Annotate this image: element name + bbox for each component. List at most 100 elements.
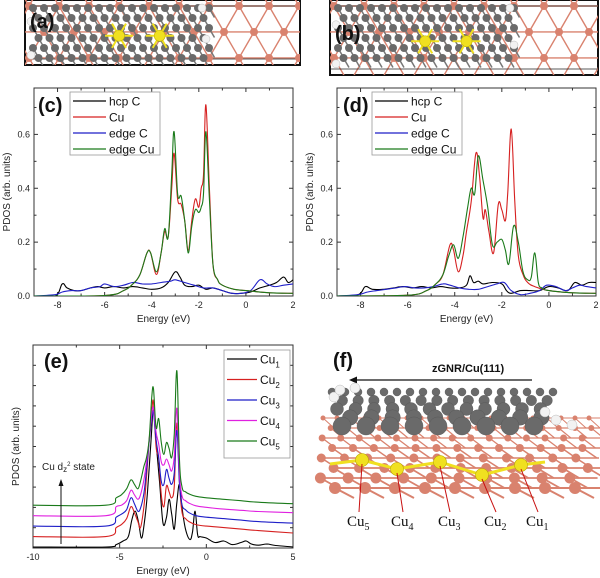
c-atom (78, 34, 87, 43)
cu-atom (325, 106, 333, 114)
c-atom (389, 44, 397, 53)
c-atom (367, 44, 375, 53)
h-atom (334, 384, 346, 396)
c-atom (194, 44, 202, 53)
cu-bond (114, 57, 120, 65)
c-atom (471, 54, 480, 63)
cu-bond (483, 0, 489, 7)
cu-atom (453, 444, 462, 452)
c-atom (334, 44, 342, 53)
cu-bond (174, 57, 180, 65)
cu-bond (544, 110, 559, 136)
cu-atom (250, 27, 258, 36)
c-atom (394, 54, 403, 63)
cu-bond (84, 57, 90, 65)
y-tick-label: 0.0 (320, 291, 333, 301)
cu-atom (540, 106, 548, 114)
c-atom (330, 402, 344, 416)
cu-atom (355, 434, 363, 442)
cu-bond (298, 54, 300, 59)
c-atom (67, 34, 76, 43)
atom-pointer (520, 468, 539, 513)
cu-atom (536, 472, 548, 484)
highlighted-cu-atom (460, 35, 473, 48)
cu-bond (573, 57, 585, 75)
c-atom (493, 14, 502, 23)
c-atom (155, 54, 164, 63)
c-atom (95, 24, 103, 33)
cu-bond (304, 110, 319, 136)
c-atom (433, 24, 441, 33)
c-atom (56, 54, 65, 63)
cu-atom (578, 434, 586, 442)
x-tick-label: -8 (357, 300, 365, 310)
c-atom (183, 4, 191, 12)
atom-label: Cu4 (391, 514, 414, 533)
c-atom (535, 387, 545, 397)
cu-atom (10, 28, 18, 36)
c-atom (431, 387, 441, 397)
cu-atom (328, 463, 339, 473)
h-atom (26, 17, 36, 26)
cu-atom (510, 106, 518, 114)
cu-atom (585, 27, 593, 36)
atom-pointer (439, 465, 451, 513)
cu-atom (555, 27, 563, 36)
x-tick-label: -6 (404, 300, 412, 310)
legend-label: hcp C (109, 95, 141, 109)
cu-atom (389, 482, 401, 494)
cu-bond (330, 5, 335, 15)
cu-bond (314, 32, 329, 58)
c-atom (356, 416, 376, 436)
cu-atom (465, 80, 473, 88)
cu-bond (423, 57, 435, 75)
chart-e: -10 -5 0 5 Energy (eV) PDOS (arb. units) Cu1 Cu… (11, 344, 296, 577)
c-atom (194, 24, 202, 33)
cu-atom (160, 80, 168, 88)
highlighted-cu-atom (153, 29, 166, 42)
c-atom (433, 44, 441, 53)
cu-atom (570, 106, 578, 114)
c-atom (488, 44, 496, 53)
h-atom (331, 20, 341, 29)
c-atom (73, 44, 81, 53)
series-line-cu3 (33, 410, 293, 528)
x-tick-label: 5 (290, 552, 295, 562)
cu-atom (478, 453, 488, 463)
c-atom (509, 387, 519, 397)
cu-atom (467, 434, 475, 442)
cu-atom (536, 444, 545, 452)
highlight-bond (396, 460, 441, 471)
cu-bond (483, 5, 500, 33)
c-atom (418, 387, 428, 397)
cu-bond (179, 110, 194, 136)
c-atom (161, 44, 169, 53)
c-atom (51, 24, 59, 33)
c-atom (106, 24, 114, 33)
c-atom (444, 387, 454, 397)
c-atom (438, 54, 447, 63)
c-atom (525, 395, 537, 406)
cu-bond (208, 57, 214, 65)
atom-label: Cu5 (347, 514, 370, 533)
cu-atom (569, 482, 581, 494)
cu-bond (533, 57, 545, 75)
c-atom (177, 14, 186, 23)
c-atom (139, 24, 147, 33)
c-atom (449, 34, 458, 43)
cu-atom (540, 53, 548, 62)
c-atom (389, 4, 397, 12)
c-atom (122, 14, 131, 23)
cu-bond (58, 5, 75, 33)
structure-perspective-f: Cu5 Cu4 Cu3 Cu2 Cu1 (314, 376, 600, 533)
c-atom (482, 34, 491, 43)
cu-bond (0, 110, 14, 136)
cu-atom (509, 482, 521, 494)
c-atom (400, 44, 408, 53)
cu-atom (190, 80, 198, 88)
c-atom (499, 44, 507, 53)
cu-atom (295, 53, 300, 62)
cu-bond (54, 57, 60, 65)
cu-bond (304, 84, 319, 110)
cu-bond (238, 5, 255, 33)
